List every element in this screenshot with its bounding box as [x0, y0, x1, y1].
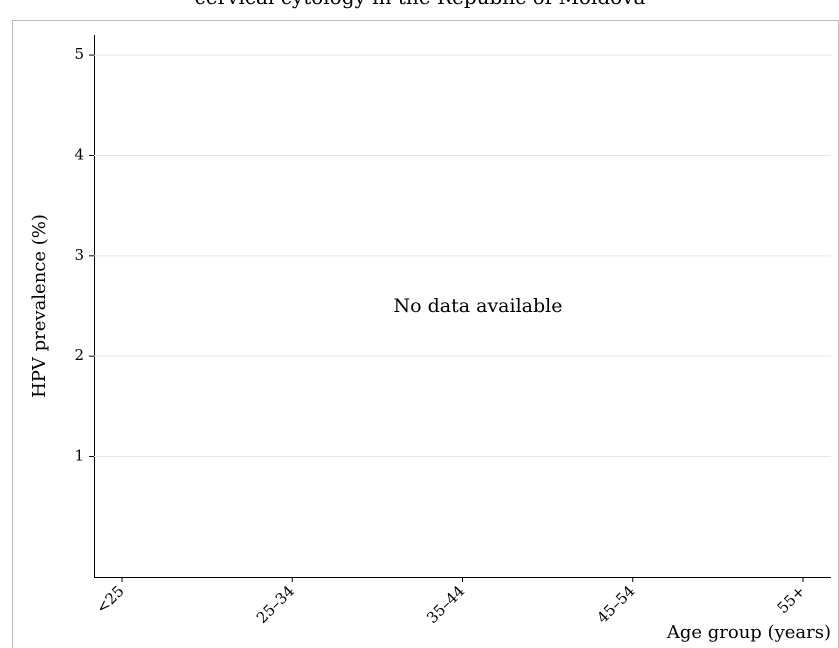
x-tick-label: <25	[93, 582, 128, 617]
y-tick-label: 4	[74, 145, 84, 163]
annotation: No data available	[394, 295, 563, 317]
y-tick-label: 5	[74, 45, 84, 63]
x-axis-title: Age group (years)	[666, 622, 831, 643]
x-tick-label: 25–34	[253, 582, 298, 627]
y-axis-title: HPV prevalence (%)	[29, 214, 50, 398]
y-tick-label: 2	[74, 346, 84, 364]
x-tick-label: 55+	[774, 582, 809, 617]
y-tick-label: 1	[74, 447, 84, 465]
x-tick-label: 45–54	[593, 582, 638, 627]
y-tick-label: 3	[74, 246, 84, 264]
x-tick-label: 35–44	[423, 582, 468, 627]
chart-frame	[12, 20, 839, 648]
chart-title: cervical cytology in the Republic of Mol…	[195, 0, 646, 9]
